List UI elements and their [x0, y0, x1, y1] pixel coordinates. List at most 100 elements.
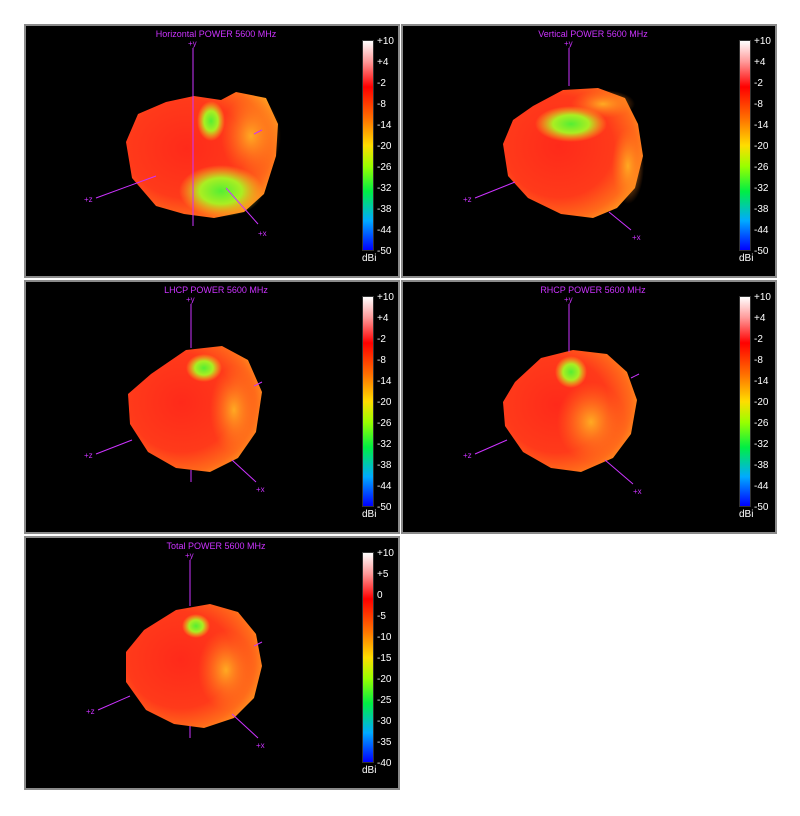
- y-axis-label: +y: [564, 295, 573, 304]
- colorbar-tick: -15: [377, 653, 392, 664]
- colorbar: [739, 40, 751, 251]
- total-power-panel: +y +z +x Total POWER 5600 MHz +10 +5 0 -…: [24, 536, 400, 790]
- colorbar-tick: -32: [377, 183, 392, 194]
- colorbar: [739, 296, 751, 507]
- pattern-orange-region: [221, 96, 281, 176]
- colorbar-tick: +5: [377, 569, 389, 580]
- colorbar-tick: +10: [754, 292, 771, 303]
- colorbar-tick: -2: [754, 334, 763, 345]
- y-axis-label: +y: [185, 551, 194, 560]
- colorbar-tick: -26: [377, 418, 392, 429]
- x-axis-label: +x: [256, 741, 265, 750]
- colorbar-tick: +4: [377, 57, 389, 68]
- colorbar-tick: +4: [754, 57, 766, 68]
- colorbar-tick: -2: [377, 334, 386, 345]
- colorbar-ticks: +10 +4 -2 -8 -14 -20 -26 -32 -38 -44 -50: [377, 37, 398, 257]
- colorbar-tick: -8: [377, 99, 386, 110]
- x-axis-line: [608, 211, 632, 231]
- colorbar-tick: -35: [377, 737, 392, 748]
- colorbar-tick: -26: [377, 162, 392, 173]
- x-axis-label: +x: [256, 485, 265, 494]
- z-axis-label: +z: [463, 451, 472, 460]
- pattern-orange-region: [557, 382, 625, 462]
- colorbar-ticks: +10 +4 -2 -8 -14 -20 -26 -32 -38 -44 -50: [754, 36, 775, 257]
- colorbar-unit: dBi: [739, 253, 754, 264]
- colorbar-tick: -20: [754, 141, 769, 152]
- panel-title: Vertical POWER 5600 MHz: [538, 29, 648, 39]
- colorbar: [362, 40, 374, 251]
- z-axis-line: [474, 439, 508, 455]
- z-axis-label: +z: [84, 195, 93, 204]
- x-axis-line: [225, 187, 259, 225]
- colorbar-tick: -20: [377, 141, 392, 152]
- colorbar-tick: -40: [377, 758, 392, 769]
- colorbar-tick: +10: [754, 36, 771, 47]
- x-axis-line: [231, 713, 259, 739]
- z-axis-label: +z: [463, 195, 472, 204]
- pattern-orange-region: [210, 366, 258, 454]
- colorbar-tick: -38: [377, 204, 392, 215]
- colorbar-tick: -2: [754, 78, 763, 89]
- colorbar-tick: -38: [377, 460, 392, 471]
- pattern-green-region: [186, 354, 222, 382]
- colorbar-tick: 0: [377, 590, 383, 601]
- colorbar-tick: -14: [754, 120, 769, 131]
- axis-tick: [253, 129, 263, 135]
- panel-title: RHCP POWER 5600 MHz: [540, 285, 646, 295]
- x-axis-line: [231, 459, 257, 483]
- total-pattern-plot: +y +z +x: [86, 551, 265, 750]
- horizontal-power-panel: +y +z +x Horizontal POWER 5600 MHz +10 +…: [24, 24, 400, 278]
- colorbar-ticks: +10 +5 0 -5 -10 -15 -20 -25 -30 -35 -40: [377, 548, 398, 769]
- colorbar-unit: dBi: [739, 509, 754, 520]
- lhcp-pattern-plot: +y +z +x: [84, 295, 265, 494]
- z-axis-line: [474, 181, 516, 199]
- colorbar-tick: -38: [754, 204, 769, 215]
- panel-title: Total POWER 5600 MHz: [166, 541, 266, 551]
- colorbar-tick: +10: [377, 548, 394, 559]
- pattern-green-region: [197, 101, 225, 141]
- colorbar-tick: -14: [377, 120, 392, 131]
- x-axis-label: +x: [258, 229, 267, 238]
- colorbar-tick: -44: [377, 481, 392, 492]
- z-axis-line: [95, 175, 157, 199]
- colorbar-unit: dBi: [362, 765, 377, 776]
- colorbar-tick: -38: [754, 460, 769, 471]
- colorbar-tick: -20: [754, 397, 769, 408]
- colorbar-tick: +4: [377, 313, 389, 324]
- x-axis-label: +x: [633, 487, 642, 496]
- axis-tick: [630, 373, 640, 379]
- colorbar-tick: -44: [754, 225, 769, 236]
- colorbar-tick: -32: [754, 439, 769, 450]
- colorbar-tick: -8: [377, 355, 386, 366]
- colorbar-tick: -14: [754, 376, 769, 387]
- horizontal-pattern-plot: +y +z +x: [84, 39, 281, 238]
- vertical-pattern-plot: +y +z +x: [463, 39, 644, 242]
- z-axis-label: +z: [86, 707, 95, 716]
- pattern-orange-region: [198, 630, 254, 710]
- colorbar: [362, 552, 374, 763]
- colorbar-tick: -32: [377, 439, 392, 450]
- y-axis-label: +y: [186, 295, 195, 304]
- vertical-power-panel: +y +z +x Vertical POWER 5600 MHz +10 +4 …: [401, 24, 777, 278]
- colorbar-ticks: +10 +4 -2 -8 -14 -20 -26 -32 -38 -44 -50: [754, 292, 775, 513]
- colorbar-tick: -10: [377, 632, 392, 643]
- y-axis-label: +y: [188, 39, 197, 48]
- z-axis-line: [97, 695, 131, 711]
- z-axis-label: +z: [84, 451, 93, 460]
- colorbar-tick: -20: [377, 397, 392, 408]
- rhcp-pattern-plot: +y +z +x: [463, 295, 642, 496]
- colorbar-tick: -8: [754, 355, 763, 366]
- colorbar-tick: -32: [754, 183, 769, 194]
- colorbar-tick: -50: [754, 502, 769, 513]
- x-axis-line: [604, 459, 634, 485]
- colorbar-unit: dBi: [362, 509, 377, 520]
- pattern-green-region: [179, 165, 263, 217]
- axis-tick: [253, 641, 263, 647]
- lhcp-power-panel: +y +z +x LHCP POWER 5600 MHz +10 +4 -2 -…: [24, 280, 400, 534]
- panel-title: LHCP POWER 5600 MHz: [164, 285, 268, 295]
- pattern-green-region: [555, 356, 587, 388]
- colorbar-tick: +4: [754, 313, 766, 324]
- colorbar-tick: -14: [377, 376, 392, 387]
- colorbar-tick: -30: [377, 716, 392, 727]
- pattern-green-region: [182, 614, 210, 638]
